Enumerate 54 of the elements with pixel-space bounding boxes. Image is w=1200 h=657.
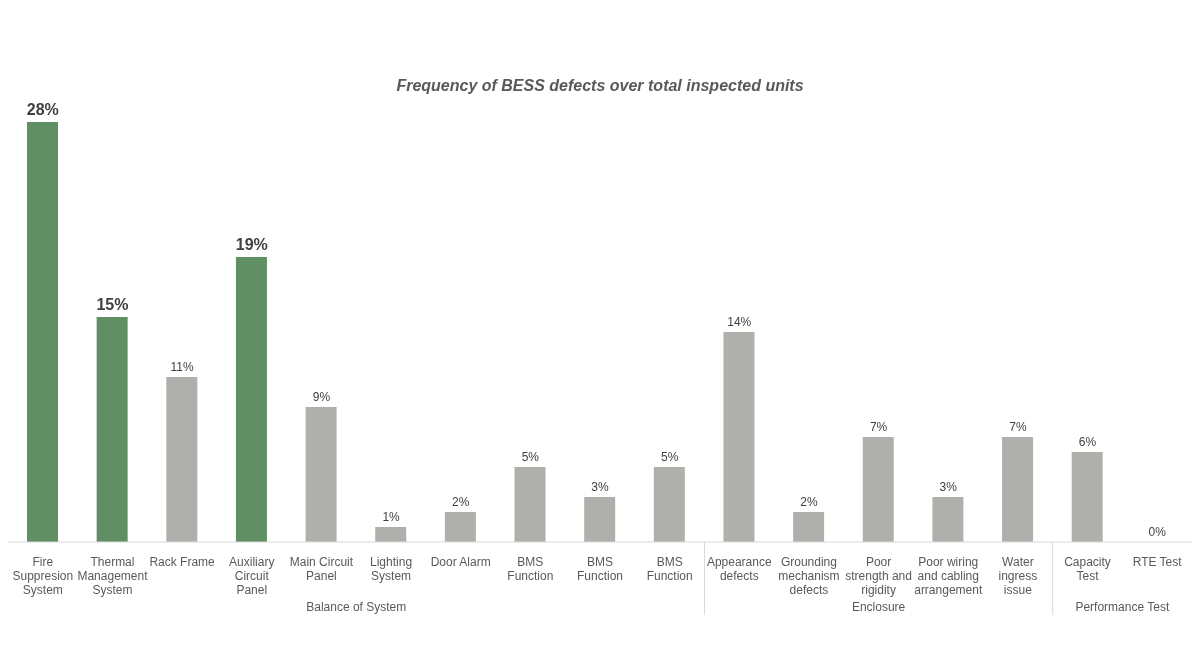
data-label: 14% (727, 315, 752, 329)
data-label: 11% (170, 360, 194, 374)
x-tick-label: Fire Suppresion System (12, 555, 74, 597)
data-label: 3% (939, 480, 958, 494)
bar (444, 512, 476, 542)
data-label: 5% (660, 450, 679, 464)
x-tick-label: Grounding mechanism defects (778, 555, 840, 597)
x-tick-label: BMS Function (507, 555, 554, 583)
data-label: 7% (869, 420, 888, 434)
data-label: 9% (312, 390, 331, 404)
data-label: 7% (1009, 420, 1027, 434)
x-tick-label: BMS Function (576, 555, 624, 583)
x-tick-label: Poor strength and rigidity (845, 555, 912, 597)
bar (653, 467, 685, 542)
bar (1071, 452, 1103, 542)
x-tick-label: Capacity Test (1064, 555, 1111, 583)
chart-title: Frequency of BESS defects over total inspected units (395, 77, 805, 95)
text: Balance of System (306, 600, 407, 614)
bar (375, 527, 407, 542)
data-label: 0% (1148, 525, 1167, 539)
x-tick-label: RTE Test (1132, 555, 1183, 569)
data-label: 6% (1078, 435, 1097, 449)
x-tick-label: Rack Frame (149, 555, 216, 569)
bar (514, 467, 546, 542)
bar (793, 512, 825, 542)
x-tick-label: Door Alarm (430, 555, 491, 569)
data-label: 15% (96, 296, 129, 313)
data-label: 28% (26, 101, 59, 118)
text: Performance Test (1075, 600, 1170, 614)
data-label: 2% (452, 495, 470, 509)
bar (96, 317, 128, 542)
bar (1002, 437, 1034, 542)
text: Enclosure (851, 600, 906, 614)
bar (584, 497, 616, 542)
bar (932, 497, 964, 542)
x-tick-label: Thermal Management System (77, 555, 149, 597)
data-label: 2% (800, 495, 818, 509)
bar (862, 437, 894, 542)
data-label: 1% (382, 510, 401, 524)
x-tick-label: Auxiliary Circuit Panel (229, 555, 275, 597)
bar (235, 257, 267, 542)
data-label: 19% (235, 236, 268, 253)
x-tick-label: Water ingress issue (998, 555, 1038, 597)
x-tick-label: Appearance defects (706, 555, 772, 583)
data-label: 3% (591, 480, 609, 494)
data-label: 5% (521, 450, 540, 464)
bar (305, 407, 337, 542)
x-tick-label: Main Circuit Panel (289, 555, 354, 583)
x-tick-label: BMS Function (646, 555, 693, 583)
bar (723, 332, 755, 542)
bar (27, 122, 58, 542)
x-tick-label: Lighting System (370, 555, 413, 583)
bar (166, 377, 198, 542)
x-tick-label: Poor wiring and cabling arrangement (914, 555, 983, 597)
